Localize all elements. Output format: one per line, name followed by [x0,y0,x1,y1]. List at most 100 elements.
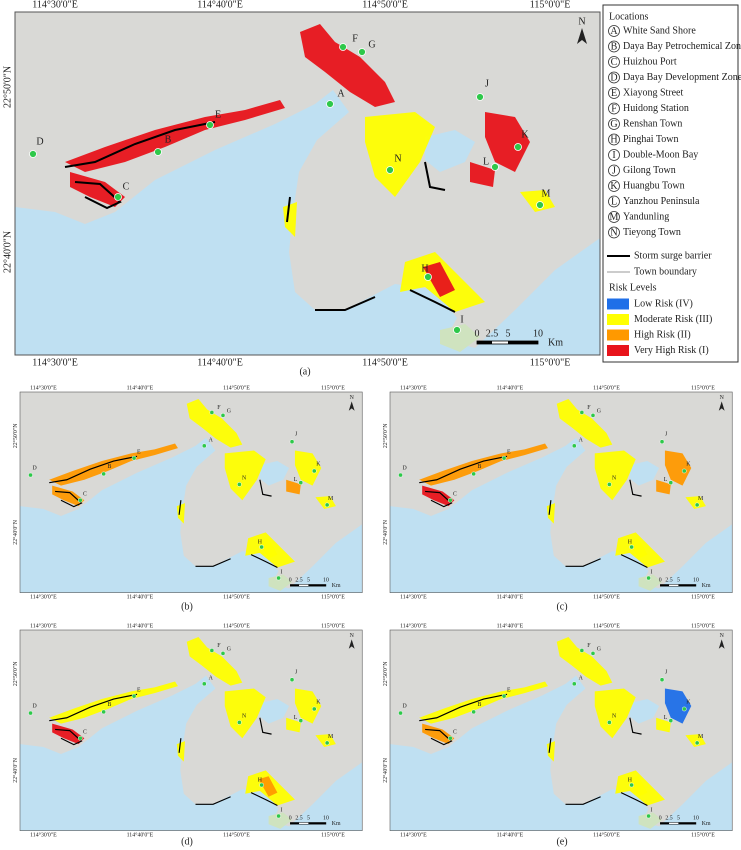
site-marker [386,166,394,174]
lon-label: 114°50'0"E [593,832,620,839]
risk-area [664,450,692,486]
site-marker [289,439,295,445]
lon-label: 114°30'0"E [400,832,427,839]
scale-label: 2.5 [295,578,302,584]
risk-area [365,112,435,197]
lon-label: 115°0'0"E [530,357,571,368]
site-label: F [217,405,221,411]
north-label: N [350,395,355,401]
risk-area [315,734,336,747]
legend-marker [608,195,620,208]
lat-label: 22°50'0"N [382,423,389,448]
site-marker [579,410,585,415]
site-label: J [295,669,298,675]
legend-letter: H [610,134,617,145]
legend-letter: A [610,26,618,37]
legend-label: Town boundary [634,266,697,277]
site-marker [659,439,665,445]
island [638,574,663,591]
scale-bar [660,822,670,825]
site-label: H [628,778,633,784]
site-label: B [478,464,482,470]
site-label: J [485,78,489,89]
risk-area [485,112,530,172]
lon-label: 115°0'0"E [691,594,715,601]
site-label: G [597,409,602,415]
north-arrow [348,401,355,411]
site-label: I [460,314,463,325]
panel-caption: (c) [556,601,567,612]
site-label: E [137,450,141,456]
scale-label: 10 [693,578,699,584]
lon-label: 114°40'0"E [497,384,524,391]
site-label: G [227,409,232,415]
lat-label: 22°50'0"N [12,423,19,448]
risk-area [423,262,455,297]
legend-marker [608,118,620,130]
scale-label: 0 [659,816,662,822]
site-label: A [209,675,214,681]
legend-title: Locations [609,11,649,22]
risk-area [258,538,278,559]
legend-label: Yandunling [623,211,669,222]
lon-label: 114°30'0"E [30,384,57,391]
legend-letter: F [611,103,617,114]
legend-marker [608,149,620,161]
scale-unit: Km [702,583,711,589]
site-label: B [165,134,172,145]
scale-label: 5 [307,578,310,584]
north-arrow [718,639,725,649]
panel-caption: (e) [556,836,567,847]
site-label: D [36,136,43,147]
scale-label: 2.5 [665,816,672,822]
legend-label: High Risk (II) [634,329,691,340]
site-marker [289,677,295,683]
site-label: F [352,33,358,44]
scale-unit: Km [548,337,563,348]
site-label: F [587,643,591,649]
scale-bar [477,341,492,344]
risk-area [656,717,671,733]
legend-label: Moderate Risk (III) [634,314,712,325]
site-marker [154,148,162,156]
lon-label: 114°30'0"E [400,622,427,629]
lon-label: 115°0'0"E [321,384,345,391]
island [440,324,480,352]
site-marker [209,410,215,415]
site-label: H [421,263,428,274]
site-label: L [294,477,298,483]
legend-marker [608,180,620,192]
scale-label: 10 [693,816,699,822]
risk-area [49,443,178,486]
sea [20,437,363,593]
legend-letter: I [612,150,615,161]
scale-bar [678,822,696,825]
site-marker [424,273,432,281]
risk-area [594,688,636,739]
lon-label: 115°0'0"E [321,622,345,629]
legend-letter: N [610,227,617,238]
legend-marker [608,25,620,37]
site-label: H [628,540,633,546]
lon-label: 115°0'0"E [691,384,715,391]
site-marker [209,648,215,653]
site-marker [101,709,106,715]
scale-bar [290,822,300,825]
site-label: G [597,647,602,653]
lon-label: 114°30'0"E [32,0,78,10]
site-label: M [542,188,551,199]
map-panel: A B C D E FG H I J K L M N 114°30'0"E 114°30'0"E 114°40… [2,0,601,368]
site-marker [447,497,453,503]
risk-area [294,450,322,486]
lon-label: 114°50'0"E [223,594,250,601]
risk-area [520,190,555,212]
lon-label: 114°50'0"E [223,832,250,839]
legend-marker [608,133,620,146]
site-label: A [209,437,214,443]
lon-label: 114°40'0"E [497,832,524,839]
site-label: M [328,734,334,740]
site-label: I [281,570,283,576]
legend-label: Renshan Town [623,118,682,129]
risk-area [49,681,178,724]
panel-caption: (d) [181,836,193,847]
